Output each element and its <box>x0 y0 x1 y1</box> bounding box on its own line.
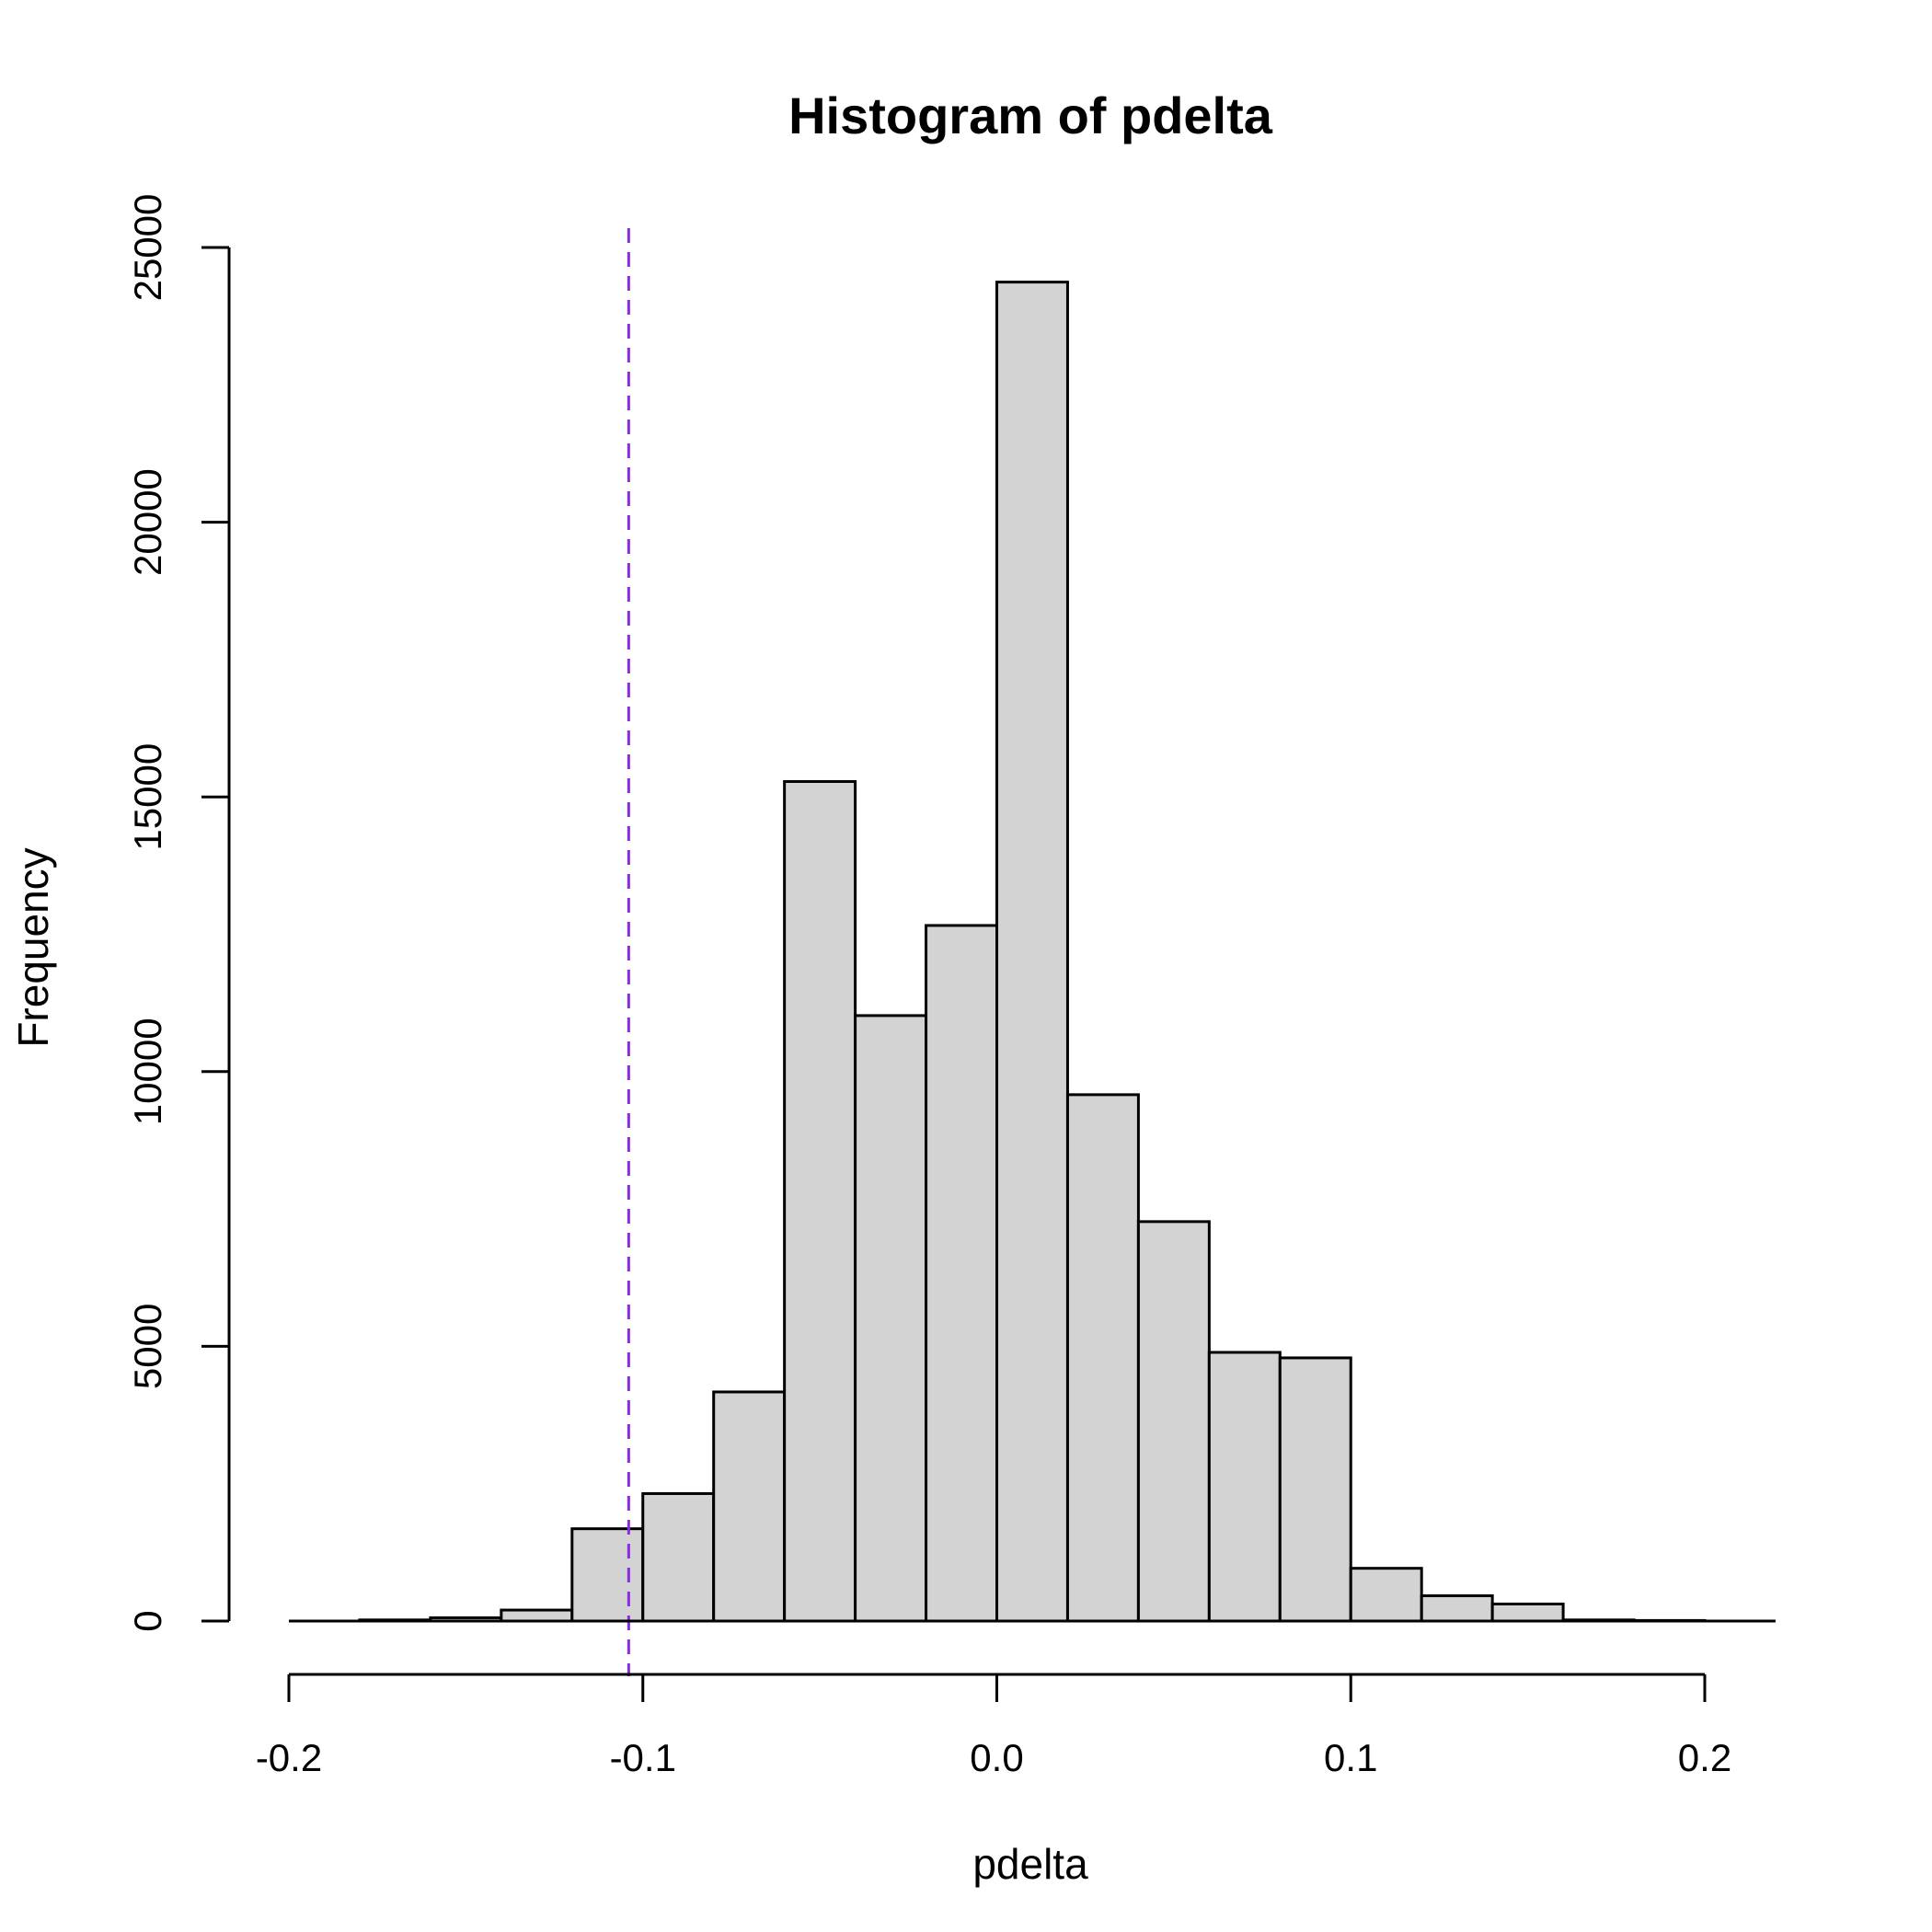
histogram-bar <box>1136 1220 1211 1623</box>
y-tick-label: 15000 <box>126 743 169 851</box>
histogram-bar <box>570 1527 645 1623</box>
histogram-bar <box>1278 1356 1352 1623</box>
chart-title: Histogram of pdelta <box>788 86 1273 144</box>
y-axis-label: Frequency <box>9 847 57 1047</box>
y-tick-label: 25000 <box>126 194 169 302</box>
x-tick-label: 0.0 <box>970 1736 1023 1779</box>
histogram-bar <box>995 281 1069 1623</box>
histogram-bar <box>783 779 857 1623</box>
y-tick-label: 10000 <box>126 1018 169 1125</box>
histogram-bar <box>1490 1602 1565 1623</box>
y-tick-label: 20000 <box>126 468 169 576</box>
x-tick-label: -0.1 <box>610 1736 676 1779</box>
y-tick-label: 5000 <box>126 1304 169 1389</box>
x-tick-label: 0.2 <box>1678 1736 1731 1779</box>
y-axis-ticks: 0 5000 10000 15000 20000 25000 <box>126 194 229 1632</box>
y-tick-label: 0 <box>126 1610 169 1631</box>
histogram-bar <box>712 1390 787 1623</box>
histogram-bar <box>1349 1567 1423 1623</box>
histogram-bar <box>1065 1093 1140 1623</box>
histogram-bar <box>1420 1594 1494 1623</box>
x-tick-label: 0.1 <box>1324 1736 1377 1779</box>
bars-layer <box>358 281 1707 1623</box>
x-axis-label: pdelta <box>972 1840 1088 1888</box>
x-axis-ticks: -0.2 -0.1 0.0 0.1 0.2 <box>256 1674 1731 1779</box>
histogram-bar <box>1207 1351 1282 1623</box>
histogram-bar <box>500 1608 574 1623</box>
histogram-bar <box>854 1014 928 1623</box>
x-tick-label: -0.2 <box>256 1736 322 1779</box>
histogram-bar <box>641 1491 716 1623</box>
histogram-bar <box>925 924 998 1623</box>
